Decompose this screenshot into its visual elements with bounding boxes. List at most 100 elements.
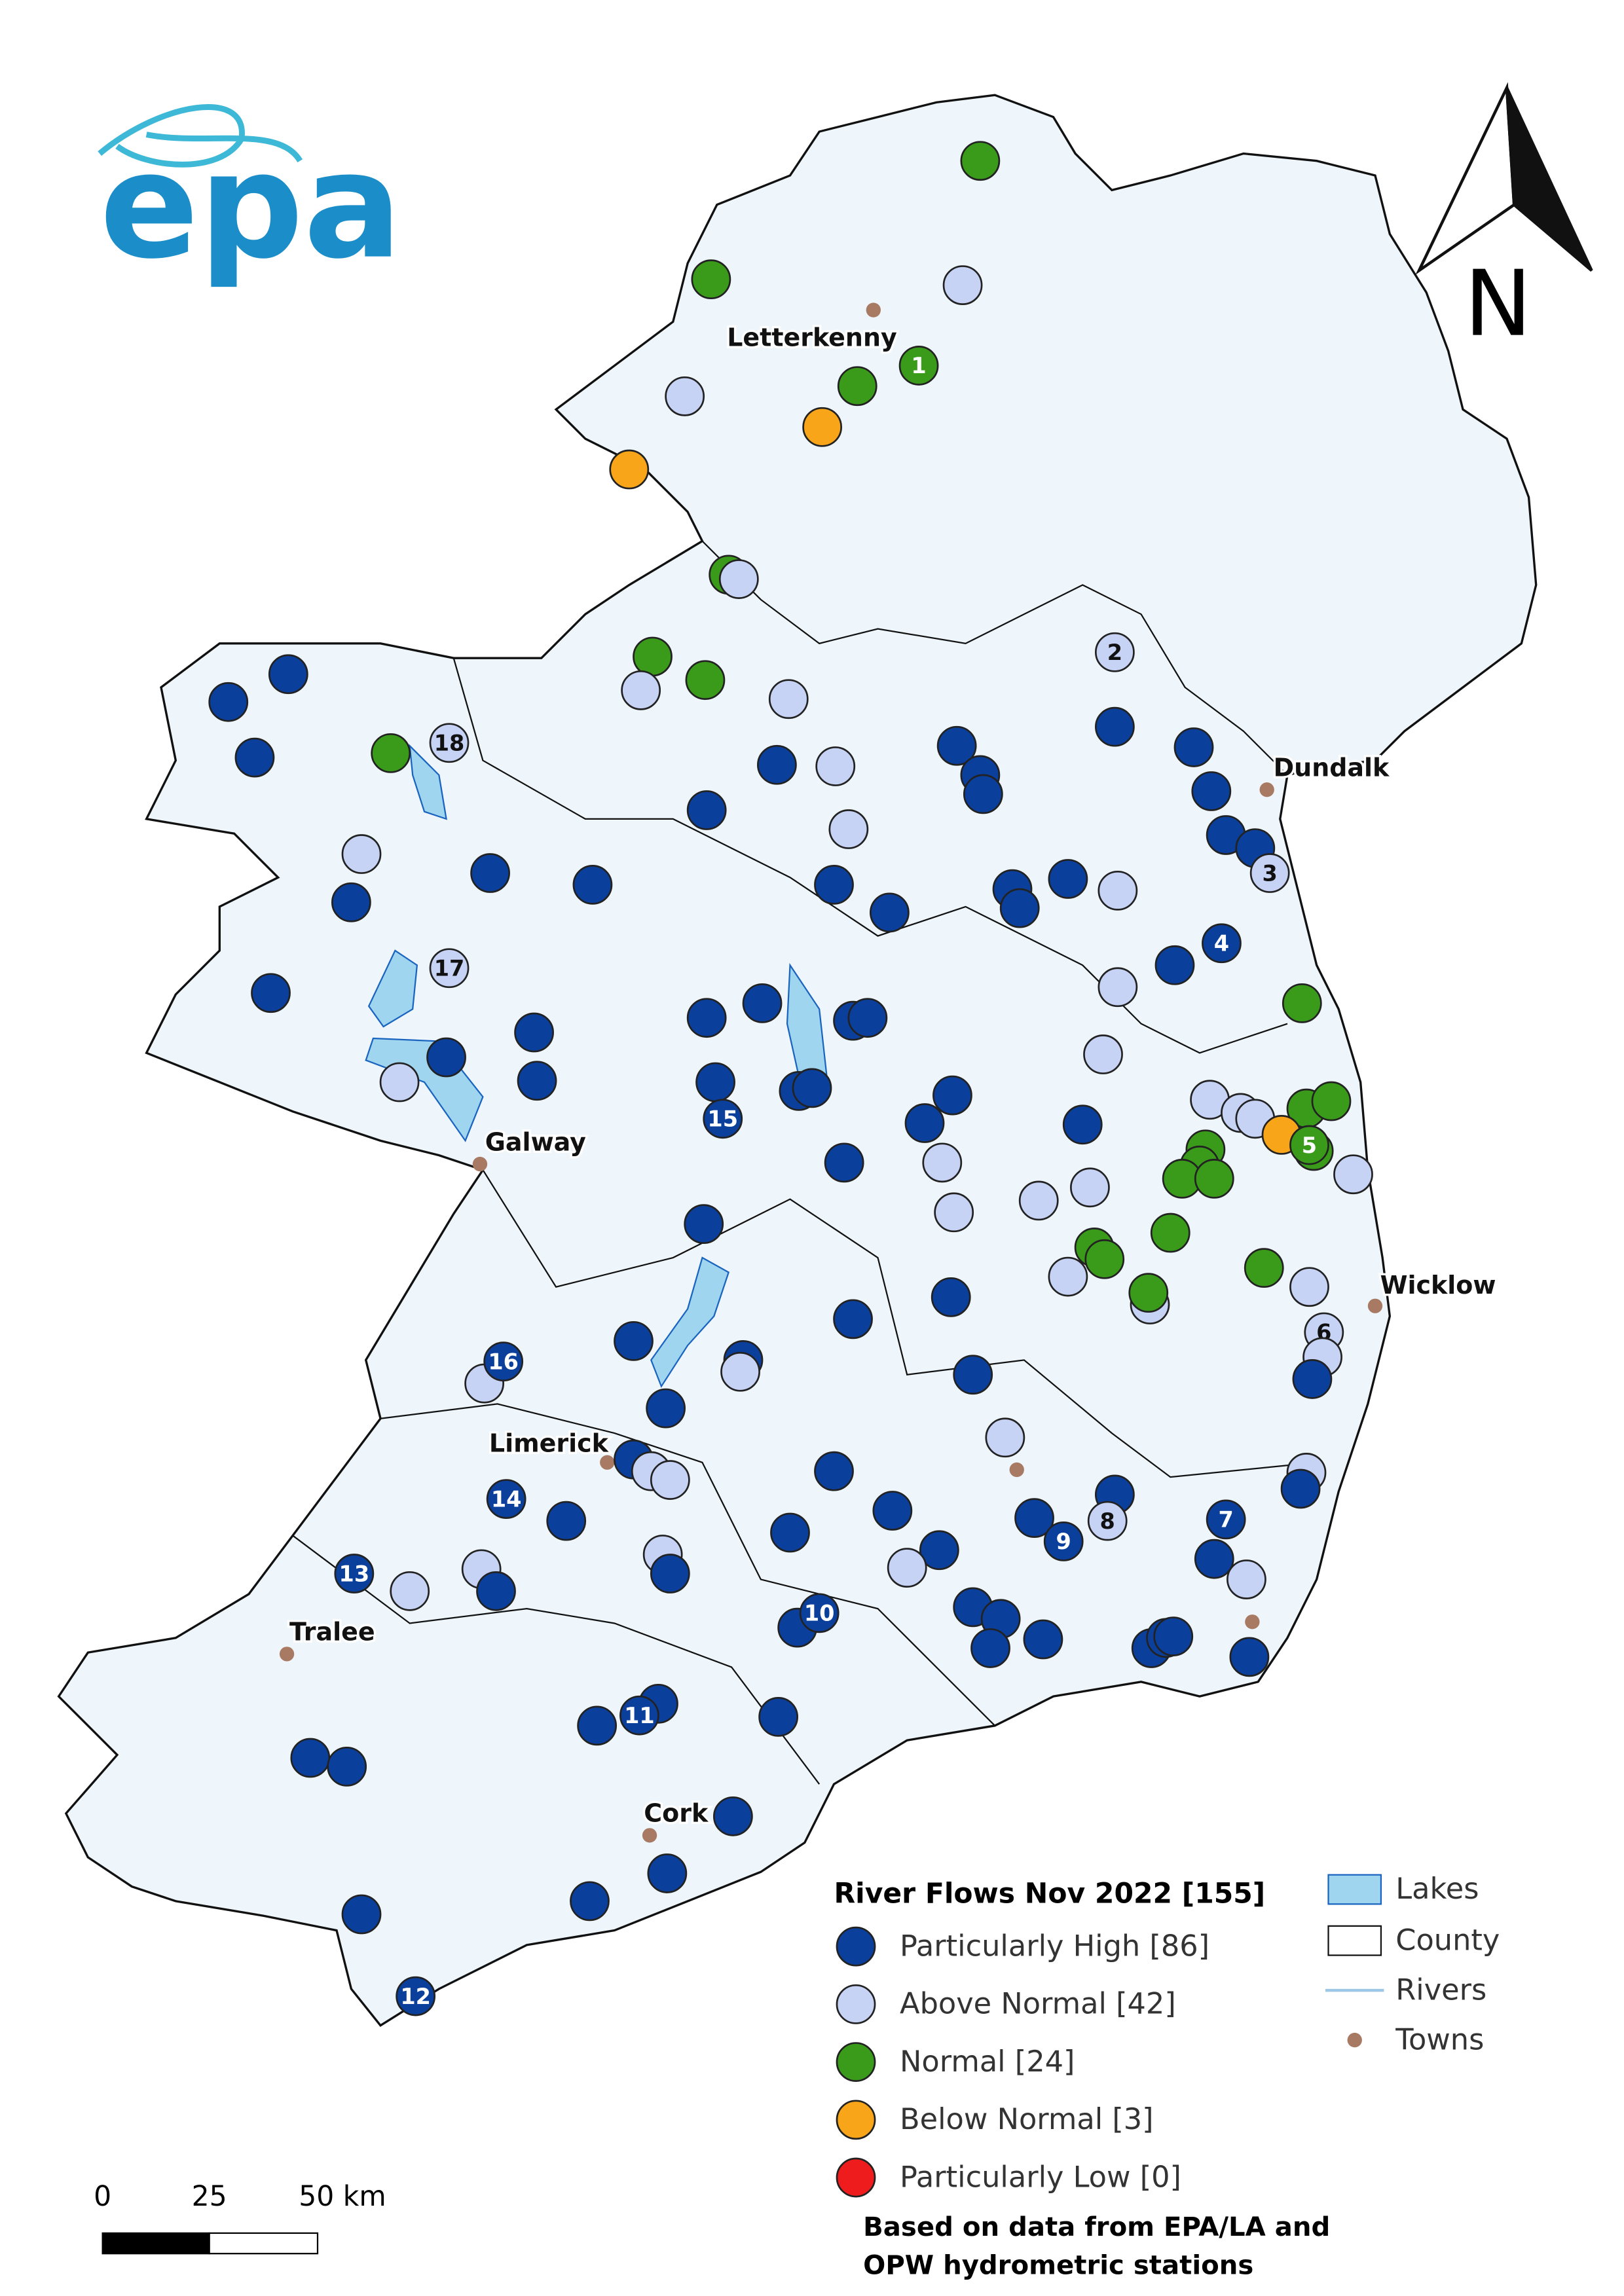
station <box>1311 1081 1352 1121</box>
station <box>837 366 877 407</box>
station-label: 12 <box>400 1984 431 2009</box>
station <box>695 1062 735 1102</box>
station <box>1194 1539 1234 1579</box>
station <box>936 725 977 766</box>
station <box>691 259 731 300</box>
town-dot <box>1259 782 1274 797</box>
station <box>268 654 308 695</box>
station <box>1249 853 1290 893</box>
station-label: 16 <box>488 1349 519 1374</box>
legend-layer: Lakes <box>1395 1872 1479 1906</box>
station-label: 10 <box>804 1601 835 1626</box>
station <box>1070 1167 1110 1208</box>
station <box>1206 1499 1246 1540</box>
lake <box>367 949 418 1028</box>
legend-label: Particularly Low [0] <box>900 2160 1181 2194</box>
station <box>828 809 869 849</box>
station <box>609 449 650 490</box>
station <box>1095 706 1135 747</box>
station <box>1062 1104 1103 1145</box>
scale-label: 0 <box>94 2181 111 2213</box>
station <box>476 1571 516 1611</box>
logo-swoosh <box>98 104 303 168</box>
legend-label: Above Normal [42] <box>900 1987 1176 2021</box>
scale-bar <box>208 2232 319 2255</box>
station <box>720 1351 760 1392</box>
station <box>1150 1212 1190 1253</box>
station <box>1048 859 1088 899</box>
legend-town-swatch <box>1347 2032 1362 2048</box>
legend-swatch <box>836 1984 876 2024</box>
station <box>665 376 705 416</box>
station <box>1014 1498 1054 1539</box>
station-label: 17 <box>434 955 465 981</box>
station <box>1153 1616 1194 1656</box>
town-label: Letterkenny <box>727 323 897 352</box>
station <box>1202 923 1242 964</box>
station <box>517 1061 557 1101</box>
station <box>470 853 510 893</box>
station <box>1048 1256 1088 1297</box>
station <box>1244 1248 1284 1288</box>
station <box>922 1142 963 1183</box>
station <box>1289 1267 1329 1307</box>
station <box>1018 1180 1059 1221</box>
scale-label: 25 <box>192 2181 227 2213</box>
logo-text: epa <box>100 121 402 291</box>
station <box>1098 967 1138 1008</box>
station <box>1227 1559 1266 1599</box>
station <box>1333 1154 1373 1195</box>
station-label: 4 <box>1214 931 1229 957</box>
station <box>327 1747 367 1787</box>
station <box>334 1554 375 1594</box>
station <box>833 1299 873 1339</box>
lake <box>650 1256 730 1389</box>
station <box>486 1479 526 1519</box>
town-label: Dundalk <box>1274 753 1390 782</box>
station <box>985 1417 1025 1458</box>
station <box>647 1853 688 1893</box>
station-label: 5 <box>1302 1133 1317 1158</box>
station <box>572 865 613 905</box>
station <box>847 998 888 1038</box>
station <box>1154 945 1195 985</box>
station <box>650 1554 690 1594</box>
station <box>999 888 1040 928</box>
station <box>1191 771 1232 811</box>
station <box>1087 1501 1128 1541</box>
station <box>919 1530 959 1571</box>
legend-swatch <box>836 2042 876 2082</box>
station <box>942 265 983 305</box>
station <box>396 1976 436 2016</box>
station <box>686 998 727 1038</box>
station-label: 18 <box>434 730 465 756</box>
station <box>770 1512 810 1553</box>
station-label: 15 <box>707 1106 738 1132</box>
town-dot <box>1245 1614 1260 1630</box>
scale-bar <box>101 2232 210 2255</box>
station <box>824 1142 864 1183</box>
station <box>570 1881 610 1922</box>
town-dot <box>866 302 881 318</box>
station <box>514 1012 554 1053</box>
station-label: 9 <box>1056 1529 1071 1554</box>
scale-label: 50 km <box>299 2181 386 2213</box>
station <box>1173 727 1214 767</box>
station <box>341 834 382 874</box>
station <box>960 141 1001 181</box>
station <box>970 1628 1010 1668</box>
source-note: Based on data from EPA/LA and <box>863 2212 1330 2242</box>
legend: Particularly High [86] Above Normal [42] N… <box>836 1926 1209 2198</box>
station <box>712 1796 753 1836</box>
town-label: Limerick <box>489 1429 609 1457</box>
station <box>758 1697 799 1737</box>
station <box>1083 1034 1123 1074</box>
station <box>932 1075 972 1116</box>
station <box>650 1460 690 1500</box>
station <box>904 1103 945 1143</box>
station <box>802 407 843 447</box>
station <box>703 1099 743 1139</box>
town-dot <box>1009 1462 1024 1478</box>
town-dot <box>642 1828 657 1843</box>
